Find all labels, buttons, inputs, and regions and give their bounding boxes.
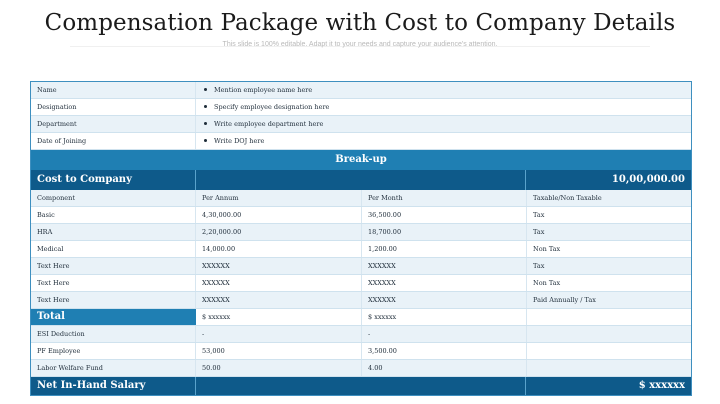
column-header: Per Annum	[196, 190, 362, 206]
ctc-spacer	[196, 170, 527, 190]
info-value: Write employee department here	[196, 116, 691, 132]
subtitle-divider	[70, 46, 650, 47]
compensation-table: Name Mention employee name here Designat…	[30, 81, 692, 396]
per-annum: 2,20,000.00	[196, 224, 362, 240]
table-row: Text Here XXXXXX XXXXXX Tax	[31, 258, 691, 275]
info-label: Date of Joining	[31, 133, 196, 149]
total-per-month: $ xxxxxx	[362, 309, 527, 325]
component-name: HRA	[31, 224, 196, 240]
table-row: ESI Deduction - -	[31, 326, 691, 343]
table-row: Basic 4,30,000.00 36,500.00 Tax	[31, 207, 691, 224]
per-month: XXXXXX	[362, 258, 527, 274]
info-row-name: Name Mention employee name here	[31, 82, 691, 99]
per-month: 36,500.00	[362, 207, 527, 223]
table-row: PF Employee 53,000 3,500.00	[31, 343, 691, 360]
info-row-doj: Date of Joining Write DOJ here	[31, 133, 691, 150]
per-annum: XXXXXX	[196, 292, 362, 308]
total-blank	[527, 309, 691, 325]
per-annum: XXXXXX	[196, 258, 362, 274]
component-name: Text Here	[31, 275, 196, 291]
breakup-header: Break-up	[31, 150, 691, 170]
info-row-designation: Designation Specify employee designation…	[31, 99, 691, 116]
page-title: Compensation Package with Cost to Compan…	[44, 10, 676, 36]
page-subtitle: This slide is 100% editable. Adapt it to…	[222, 41, 498, 48]
per-annum: -	[196, 326, 362, 342]
per-annum: XXXXXX	[196, 275, 362, 291]
tax-blank	[527, 343, 691, 359]
per-month: 1,200.00	[362, 241, 527, 257]
component-name: Text Here	[31, 258, 196, 274]
bullet-icon	[204, 87, 207, 91]
info-label: Department	[31, 116, 196, 132]
table-row: Medical 14,000.00 1,200.00 Non Tax	[31, 241, 691, 258]
per-annum: 50.00	[196, 360, 362, 376]
component-name: Medical	[31, 241, 196, 257]
column-header: Taxable/Non Taxable	[533, 194, 602, 202]
table-row: Text Here XXXXXX XXXXXX Paid Annually / …	[31, 292, 691, 309]
net-salary-label: Net In-Hand Salary	[31, 377, 196, 395]
info-value: Write DOJ here	[196, 133, 691, 149]
tax-blank	[527, 360, 691, 376]
total-label: Total	[31, 309, 196, 325]
tax-status: Tax	[533, 211, 545, 219]
per-annum: 14,000.00	[196, 241, 362, 257]
deduction-name: Labor Welfare Fund	[31, 360, 196, 376]
per-month: 18,700.00	[362, 224, 527, 240]
component-name: Basic	[31, 207, 196, 223]
ctc-label: Cost to Company	[31, 170, 196, 190]
per-month: 4.00	[362, 360, 527, 376]
deduction-name: ESI Deduction	[31, 326, 196, 342]
per-annum: 4,30,000.00	[196, 207, 362, 223]
breakup-label: Break-up	[335, 154, 387, 165]
total-per-annum: $ xxxxxx	[196, 309, 362, 325]
per-month: -	[362, 326, 527, 342]
ctc-row: Cost to Company 10,00,000.00	[31, 170, 691, 190]
bullet-icon	[204, 138, 207, 142]
ctc-value: 10,00,000.00	[611, 174, 685, 185]
tax-status: Paid Annually / Tax	[533, 296, 596, 304]
deduction-name: PF Employee	[31, 343, 196, 359]
tax-status: Tax	[533, 262, 545, 270]
net-salary-row: Net In-Hand Salary $ xxxxxx	[31, 377, 691, 395]
tax-status: Tax	[533, 228, 545, 236]
table-row: HRA 2,20,000.00 18,700.00 Tax	[31, 224, 691, 241]
net-salary-value: $ xxxxxx	[638, 380, 685, 391]
per-month: XXXXXX	[362, 292, 527, 308]
bullet-icon	[204, 121, 207, 125]
total-row: Total $ xxxxxx $ xxxxxx	[31, 309, 691, 326]
info-value: Mention employee name here	[196, 82, 691, 98]
info-value: Specify employee designation here	[196, 99, 691, 115]
per-month: XXXXXX	[362, 275, 527, 291]
tax-blank	[527, 326, 691, 342]
info-label: Designation	[31, 99, 196, 115]
bullet-icon	[204, 104, 207, 108]
per-annum: 53,000	[196, 343, 362, 359]
employee-info-section: Name Mention employee name here Designat…	[31, 82, 691, 150]
column-header: Component	[31, 190, 196, 206]
component-name: Text Here	[31, 292, 196, 308]
net-salary-spacer	[196, 377, 527, 395]
per-month: 3,500.00	[362, 343, 527, 359]
components-section: Component Per Annum Per Month Taxable/No…	[31, 190, 691, 377]
column-header: Per Month	[362, 190, 527, 206]
info-label: Name	[31, 82, 196, 98]
column-header-row: Component Per Annum Per Month Taxable/No…	[31, 190, 691, 207]
table-row: Text Here XXXXXX XXXXXX Non Tax	[31, 275, 691, 292]
info-row-department: Department Write employee department her…	[31, 116, 691, 133]
tax-status: Non Tax	[533, 245, 561, 253]
tax-status: Non Tax	[533, 279, 561, 287]
table-row: Labor Welfare Fund 50.00 4.00	[31, 360, 691, 377]
